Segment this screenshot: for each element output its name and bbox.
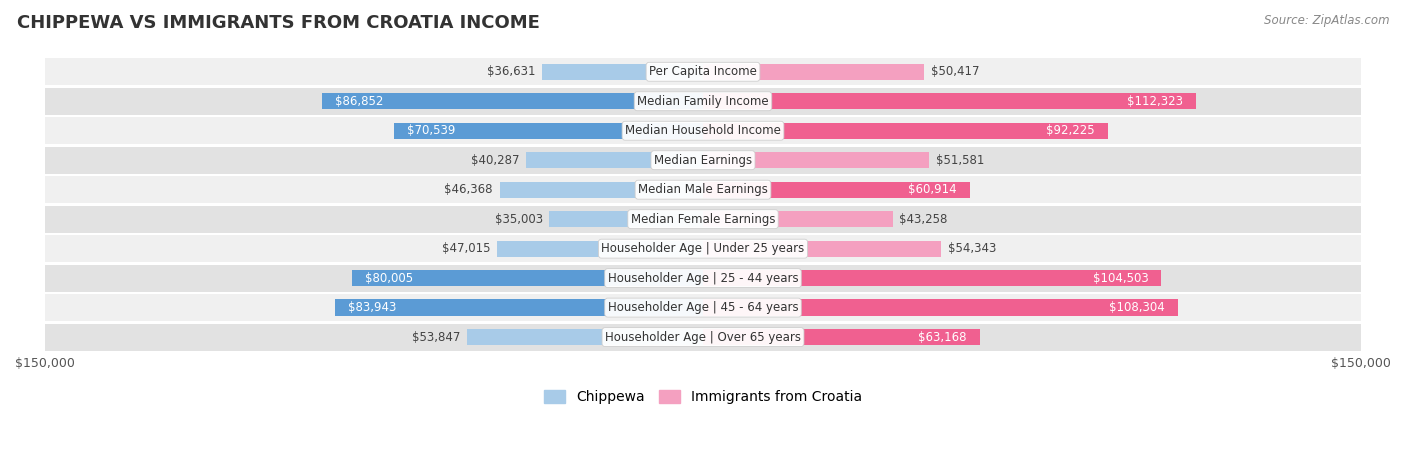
Text: $53,847: $53,847 (412, 331, 460, 344)
Bar (703, 270, 1161, 286)
Text: Source: ZipAtlas.com: Source: ZipAtlas.com (1264, 14, 1389, 27)
Bar (496, 241, 703, 257)
Text: Householder Age | Under 25 years: Householder Age | Under 25 years (602, 242, 804, 255)
Bar (45, 117, 1361, 144)
Text: Median Earnings: Median Earnings (654, 154, 752, 167)
Text: $36,631: $36,631 (488, 65, 536, 78)
Bar (352, 270, 703, 286)
Bar (45, 294, 1361, 321)
Text: $104,503: $104,503 (1092, 272, 1149, 284)
Text: $80,005: $80,005 (366, 272, 413, 284)
Text: Median Male Earnings: Median Male Earnings (638, 183, 768, 196)
Text: $92,225: $92,225 (1046, 124, 1094, 137)
Bar (703, 211, 893, 227)
Text: Per Capita Income: Per Capita Income (650, 65, 756, 78)
Bar (467, 329, 703, 345)
Bar (526, 152, 703, 168)
Bar (335, 299, 703, 316)
Text: $54,343: $54,343 (948, 242, 997, 255)
Text: Median Female Earnings: Median Female Earnings (631, 212, 775, 226)
Text: $51,581: $51,581 (936, 154, 984, 167)
Bar (45, 58, 1361, 85)
Text: $35,003: $35,003 (495, 212, 543, 226)
Text: Median Household Income: Median Household Income (626, 124, 780, 137)
Bar (45, 176, 1361, 203)
Text: $60,914: $60,914 (908, 183, 957, 196)
Text: $70,539: $70,539 (406, 124, 456, 137)
Text: Householder Age | Over 65 years: Householder Age | Over 65 years (605, 331, 801, 344)
Text: $83,943: $83,943 (347, 301, 396, 314)
Text: Householder Age | 45 - 64 years: Householder Age | 45 - 64 years (607, 301, 799, 314)
Text: $108,304: $108,304 (1109, 301, 1166, 314)
Text: $47,015: $47,015 (441, 242, 491, 255)
Bar (550, 211, 703, 227)
Bar (703, 152, 929, 168)
Bar (703, 299, 1178, 316)
Text: CHIPPEWA VS IMMIGRANTS FROM CROATIA INCOME: CHIPPEWA VS IMMIGRANTS FROM CROATIA INCO… (17, 14, 540, 32)
Text: $40,287: $40,287 (471, 154, 520, 167)
Text: $50,417: $50,417 (931, 65, 979, 78)
Text: $63,168: $63,168 (918, 331, 967, 344)
Bar (45, 147, 1361, 174)
Bar (703, 182, 970, 198)
Bar (45, 88, 1361, 115)
Text: Median Family Income: Median Family Income (637, 95, 769, 108)
Bar (499, 182, 703, 198)
Text: Householder Age | 25 - 44 years: Householder Age | 25 - 44 years (607, 272, 799, 284)
Bar (703, 329, 980, 345)
Bar (45, 235, 1361, 262)
Bar (45, 265, 1361, 292)
Text: $43,258: $43,258 (900, 212, 948, 226)
Text: $46,368: $46,368 (444, 183, 494, 196)
Legend: Chippewa, Immigrants from Croatia: Chippewa, Immigrants from Croatia (538, 385, 868, 410)
Bar (703, 64, 924, 80)
Bar (703, 93, 1195, 109)
Bar (703, 123, 1108, 139)
Bar (322, 93, 703, 109)
Bar (45, 324, 1361, 351)
Text: $112,323: $112,323 (1126, 95, 1182, 108)
Bar (45, 205, 1361, 233)
Bar (394, 123, 703, 139)
Bar (703, 241, 942, 257)
Text: $86,852: $86,852 (335, 95, 384, 108)
Bar (543, 64, 703, 80)
